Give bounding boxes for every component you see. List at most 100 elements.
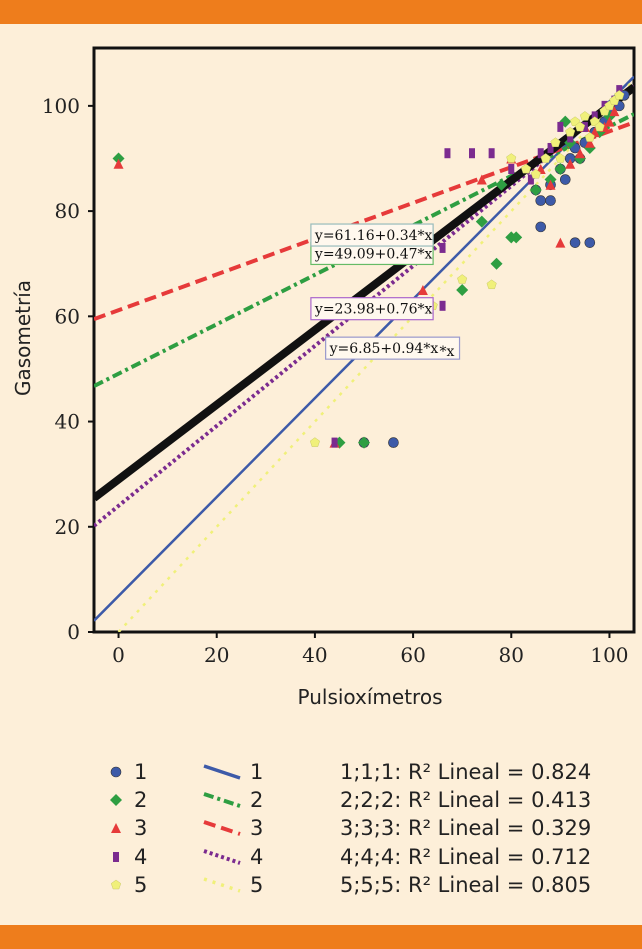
point-series-3 <box>476 174 487 185</box>
equation-box-1 <box>325 336 461 360</box>
legend-marker-label: 2 <box>134 788 147 812</box>
y-tick-label: 60 <box>55 304 80 328</box>
point-series-2 <box>529 184 542 197</box>
legend-r2-text: 1;1;1: R² Lineal = 0.824 <box>340 760 591 784</box>
point-series-4 <box>439 242 446 253</box>
point-series-3 <box>417 285 428 296</box>
point-series-1 <box>545 195 556 206</box>
point-series-4 <box>581 121 588 132</box>
x-tick-label: 0 <box>112 643 125 667</box>
legend-line-label: 3 <box>250 816 263 840</box>
point-series-3 <box>545 179 556 190</box>
point-series-1 <box>535 195 547 206</box>
point-series-5 <box>457 274 468 284</box>
point-series-5 <box>520 163 532 174</box>
legend-marker-3 <box>111 823 121 833</box>
y-tick-label: 20 <box>55 515 80 539</box>
equation-text-3: y=61.16+0.34*x <box>314 228 433 244</box>
legend-r2-text: 4;4;4: R² Lineal = 0.712 <box>340 845 591 869</box>
point-series-5 <box>540 153 551 163</box>
point-series-4 <box>444 148 451 159</box>
point-series-4 <box>557 121 564 132</box>
point-series-4 <box>616 85 623 96</box>
top-orange-band <box>0 0 642 24</box>
x-tick-label: 20 <box>204 643 229 667</box>
point-series-2 <box>544 173 557 186</box>
point-series-4 <box>331 437 338 448</box>
y-axis-label: Gasometría <box>11 280 35 396</box>
y-tick-label: 80 <box>55 199 80 223</box>
equation-text-4: y=23.98+0.76*x <box>314 302 433 318</box>
point-series-5 <box>614 90 625 100</box>
equation-suffix-1: *x <box>440 344 455 360</box>
legend-marker-2 <box>110 794 122 806</box>
equation-label-4: y=23.98+0.76*x <box>310 297 434 321</box>
point-series-5 <box>579 111 590 121</box>
legend-marker-5 <box>110 879 122 890</box>
legend-line-label: 2 <box>250 788 263 812</box>
point-series-2 <box>554 163 567 176</box>
x-axis-label: Pulsioxímetros <box>298 685 443 709</box>
legend-line-label: 4 <box>250 845 263 869</box>
point-series-2 <box>495 178 508 191</box>
point-series-1 <box>388 437 399 448</box>
point-series-4 <box>537 148 544 159</box>
point-series-1 <box>559 174 571 185</box>
legend-line-2 <box>203 792 241 808</box>
equation-label-3: y=61.16+0.34*x <box>310 223 434 247</box>
point-series-5 <box>584 132 595 142</box>
point-series-2 <box>510 231 523 244</box>
point-series-4 <box>469 148 475 159</box>
equation-text-2: y=49.09+0.47*x <box>314 246 433 262</box>
legend-r2-text: 2;2;2: R² Lineal = 0.413 <box>340 788 591 812</box>
legend-line-4 <box>203 849 241 865</box>
point-series-2 <box>456 284 469 297</box>
equation-text-1: y=6.85+0.94*x <box>329 341 439 357</box>
bottom-orange-band <box>0 925 642 949</box>
equation-label-1: y=6.85+0.94*x *x <box>325 336 461 360</box>
point-series-1 <box>584 237 596 248</box>
point-series-4 <box>567 132 574 143</box>
x-tick-label: 100 <box>590 643 628 667</box>
point-series-5 <box>550 137 561 147</box>
legend-line-1 <box>203 764 241 780</box>
legend-marker-label: 4 <box>134 845 147 869</box>
point-series-5 <box>486 279 497 290</box>
x-tick-label: 40 <box>302 643 327 667</box>
point-series-4 <box>527 174 534 185</box>
legend-line-3 <box>203 820 241 836</box>
point-series-2 <box>112 152 125 165</box>
point-series-3 <box>609 106 620 117</box>
point-series-4 <box>591 111 598 122</box>
y-tick-label: 100 <box>42 94 80 118</box>
point-series-4 <box>439 300 446 311</box>
point-series-2 <box>475 215 488 228</box>
point-series-5 <box>555 153 566 163</box>
point-series-5 <box>530 168 541 179</box>
legend-marker-label: 5 <box>134 873 147 897</box>
point-series-5 <box>506 153 517 163</box>
point-series-5 <box>574 121 586 132</box>
fit-line-5 <box>116 78 634 632</box>
point-series-5 <box>309 437 320 447</box>
point-series-5 <box>565 126 576 137</box>
point-series-4 <box>547 142 554 153</box>
point-series-5 <box>594 121 605 132</box>
point-series-3 <box>113 158 124 169</box>
legend-r2-text: 3;3;3: R² Lineal = 0.329 <box>340 816 591 840</box>
equation-box-4 <box>310 297 434 321</box>
point-series-1 <box>569 237 581 248</box>
point-series-3 <box>575 148 585 159</box>
x-tick-label: 80 <box>499 643 524 667</box>
equation-box-3 <box>310 223 434 247</box>
point-series-2 <box>490 257 503 270</box>
point-series-3 <box>604 116 615 127</box>
x-tick-label: 60 <box>400 643 425 667</box>
point-series-4 <box>508 164 515 175</box>
y-tick-label: 0 <box>67 620 80 644</box>
axis-ticks: 0 20 40 60 80 100 0 20 40 60 80 100 <box>42 94 629 667</box>
point-series-3 <box>584 137 595 148</box>
legend-marker-label: 1 <box>134 760 147 784</box>
legend-marker-1 <box>110 766 122 778</box>
